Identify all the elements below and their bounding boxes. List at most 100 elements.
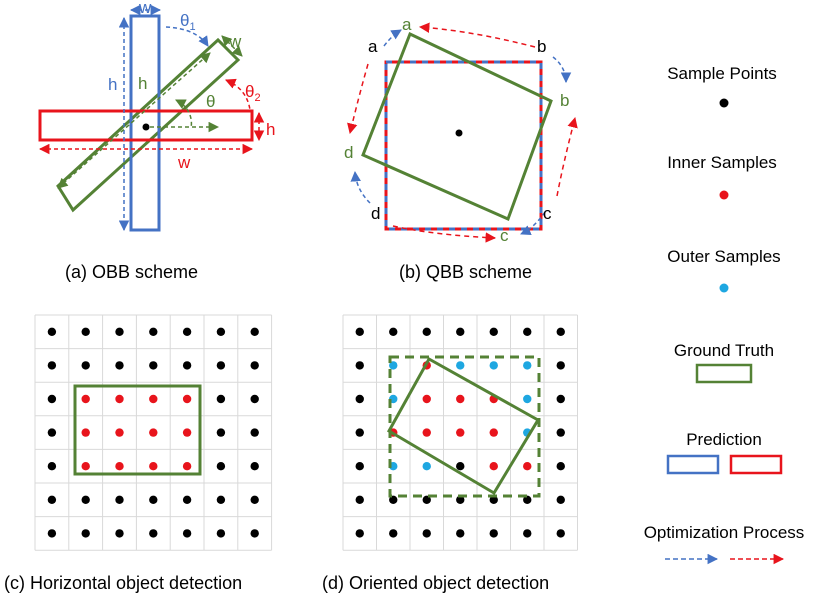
sample-point [47,495,57,504]
legend-prediction-red-swatch [729,454,783,475]
sample-point [456,529,465,538]
sample-point [216,495,226,504]
qbb-center-dot [455,129,463,137]
opt-arrow-c-blue [520,211,546,235]
sample-point [556,495,565,504]
label-theta1: θ1 [180,11,196,33]
sample-point [556,428,565,437]
outer-sample [422,462,431,471]
inner-sample [81,462,90,471]
opt-arrow-b-to-a [418,22,536,48]
sample-point [216,394,226,404]
sample-point [81,529,90,538]
sample-point [47,462,57,471]
sample-point [81,327,90,336]
inner-sample [182,428,192,437]
opt-arrow-d-blue [350,170,371,204]
opt-arrow-d-to-c [392,225,497,243]
sample-point [47,361,57,370]
sample-point [149,361,158,370]
sample-point [115,529,124,538]
sample-point [250,462,259,471]
oriented-bounding-box-dashed [388,355,541,498]
outer-sample [389,361,398,370]
legend-optimization-label: Optimization Process [644,523,805,542]
sample-point [47,327,57,336]
sample-point [182,495,192,504]
sample-point [216,428,226,437]
legend-prediction-label: Prediction [686,430,762,449]
horizontal-ground-truth-box [73,384,202,476]
inner-sample [81,428,90,437]
sample-point [47,428,57,437]
sample-point [250,327,259,336]
legend-prediction-blue-swatch [666,454,720,475]
caption-obb: (a) OBB scheme [65,262,198,282]
qbb-square-red [384,60,543,231]
theta1-arc [165,26,209,47]
grid-c [34,314,273,551]
sample-point [250,529,259,538]
legend: Sample Points Inner Samples Outer Sample… [644,64,805,565]
sample-point [355,529,364,538]
qbb-label-b-black: b [537,37,546,56]
panel-horizontal-detection: (c) Horizontal object detection [4,314,273,593]
sample-point [556,462,565,471]
green-w-arrow [221,35,243,57]
outer-sample [523,361,532,370]
qbb-label-a-black: a [368,37,378,56]
sample-point [355,327,364,336]
sample-point [250,428,259,437]
sample-point [523,495,532,504]
sample-point [115,361,124,370]
sample-point [115,327,124,336]
sample-point [523,327,532,336]
opt-arrow-c-to-b [556,116,578,197]
inner-sample [115,394,124,404]
sample-point [556,327,565,336]
inner-sample [149,394,158,404]
sample-point [456,327,465,336]
sample-point [489,495,498,504]
legend-sample-points-label: Sample Points [667,64,777,83]
qbb-label-d-green: d [344,143,353,162]
inner-sample [422,428,431,437]
sample-point [149,495,158,504]
opt-arrow-a-to-d [347,63,369,135]
outer-sample [489,361,498,370]
oriented-ground-truth-quad [386,356,541,496]
inner-sample [182,394,192,404]
sample-point [489,529,498,538]
sample-point [216,529,226,538]
inner-sample [149,462,158,471]
sample-point [149,529,158,538]
legend-outer-sample-dot [719,283,729,293]
obb-center-dot [142,123,150,131]
qbb-label-b-green: b [560,91,569,110]
label-h-green: h [138,74,147,93]
inner-sample [489,428,498,437]
sample-point [489,327,498,336]
inner-sample [149,428,158,437]
sample-point [355,361,364,370]
sample-point [556,529,565,538]
obb-prediction-blue-box [129,14,161,232]
sample-point [250,495,259,504]
panel-obb: w h h w θ1 θ θ2 h w (a) OBB scheme [38,0,275,282]
sample-point [389,327,398,336]
qbb-label-a-green: a [402,15,412,34]
sample-point [182,327,192,336]
caption-qbb: (b) QBB scheme [399,262,532,282]
grid-d [342,314,578,551]
label-h-red: h [266,120,275,139]
sample-point [149,327,158,336]
inner-sample [182,462,192,471]
sample-point [216,327,226,336]
theta-arc [175,99,193,129]
qbb-square-blue-dash [384,60,543,231]
sample-point [556,394,565,404]
caption-oriented: (d) Oriented object detection [322,573,549,593]
legend-outer-samples-label: Outer Samples [667,247,780,266]
sample-point [216,462,226,471]
